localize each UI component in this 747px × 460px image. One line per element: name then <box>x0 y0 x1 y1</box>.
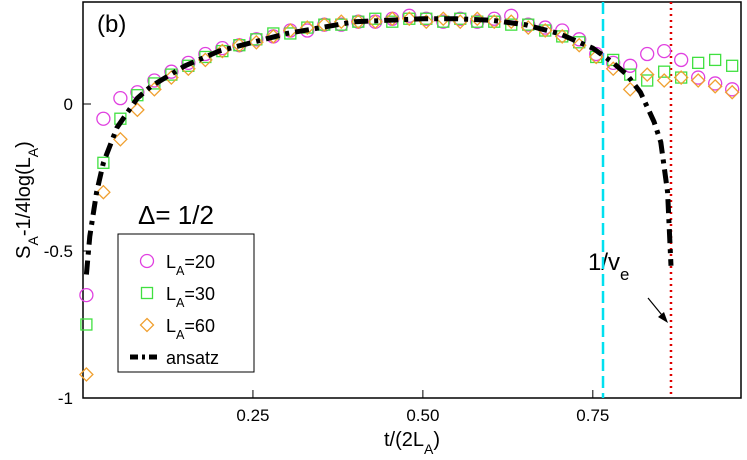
point <box>674 52 689 68</box>
point <box>724 84 740 100</box>
y-tick-label: -1 <box>58 389 73 408</box>
point <box>282 23 298 38</box>
legend-label-part: L <box>166 252 176 272</box>
point <box>726 59 739 72</box>
legend-swatch <box>140 286 154 300</box>
point <box>164 64 179 79</box>
x-tick-label: 0.50 <box>406 406 439 425</box>
y-axis-label-sub: A <box>25 235 41 245</box>
point <box>469 11 485 27</box>
legend-label-part: =60 <box>184 316 215 336</box>
point <box>503 14 519 30</box>
point <box>709 53 722 67</box>
point <box>80 318 93 331</box>
plot-frame <box>82 1 742 399</box>
point <box>95 184 111 200</box>
arrow-label-sub: e <box>620 265 629 284</box>
point <box>522 18 535 31</box>
x-axis-label-sub: A <box>424 441 434 457</box>
point <box>181 55 196 71</box>
point <box>488 15 501 28</box>
point <box>622 81 638 97</box>
legend-label: LA=20 <box>166 252 215 278</box>
legend-label: LA=60 <box>166 316 215 342</box>
point <box>641 74 654 87</box>
legend-label: LA=30 <box>166 284 215 310</box>
x-axis-label-part: t/(2L <box>384 429 424 451</box>
legend-label-part: ansatz <box>166 348 219 368</box>
point <box>657 43 672 59</box>
point <box>333 14 349 30</box>
point <box>692 56 705 70</box>
legend-swatch <box>139 253 155 269</box>
point <box>299 20 315 35</box>
point <box>369 12 382 25</box>
legend-label-sub: A <box>176 296 185 310</box>
point <box>248 34 264 50</box>
x-tick-label: 0.25 <box>236 406 269 425</box>
point <box>316 17 332 33</box>
point <box>675 71 688 84</box>
point <box>690 73 706 88</box>
point <box>163 70 179 85</box>
y-axis-label-part: ) <box>13 141 35 148</box>
point <box>301 21 314 34</box>
y-axis-label-part: S <box>13 245 35 258</box>
point <box>129 102 145 118</box>
point <box>437 15 450 28</box>
point <box>656 73 672 88</box>
legend-label-part: =30 <box>184 284 215 304</box>
point <box>639 67 655 83</box>
point <box>606 55 621 71</box>
point <box>250 33 263 46</box>
point <box>384 11 400 27</box>
point <box>112 131 128 147</box>
x-axis-label: t/(2LA) <box>384 429 440 457</box>
point <box>249 32 264 47</box>
legend-label: ansatz <box>166 348 219 368</box>
point <box>367 14 383 30</box>
point <box>708 76 723 91</box>
point <box>402 8 417 23</box>
legend-swatch <box>139 317 155 333</box>
point <box>691 70 706 85</box>
y-axis-label: SA-1/4log(LA) <box>13 141 41 259</box>
y-tick-label: 0 <box>64 95 73 114</box>
arrow-head <box>658 312 668 323</box>
point <box>78 367 94 382</box>
x-tick-label: 0.75 <box>576 406 609 425</box>
panel-label: (b) <box>97 11 126 38</box>
ansatz-line <box>83 16 674 275</box>
point <box>401 11 417 27</box>
point <box>486 14 502 30</box>
point <box>658 65 671 78</box>
legend-label-part: L <box>166 316 176 336</box>
legend-label-sub: A <box>176 264 185 278</box>
legend-label-part: =20 <box>184 252 215 272</box>
point <box>640 46 655 62</box>
legend-label-sub: A <box>176 328 185 342</box>
y-tick-label: -0.5 <box>44 242 73 261</box>
y-axis-label-part: -1/4log(L <box>13 157 35 236</box>
point <box>96 111 111 126</box>
point <box>436 14 451 29</box>
point <box>623 58 638 73</box>
point <box>673 70 689 85</box>
y-axis-label-sub: A <box>25 147 41 157</box>
point <box>97 156 110 169</box>
annotation: Δ= 1/2 <box>138 200 214 230</box>
point <box>113 90 128 106</box>
point <box>725 82 740 97</box>
arrow-label: 1/ve <box>588 249 629 284</box>
point <box>707 78 723 94</box>
legend-label-part: L <box>166 284 176 304</box>
point <box>79 287 94 303</box>
x-axis-label-part: ) <box>433 429 440 451</box>
legend-box <box>117 233 255 373</box>
